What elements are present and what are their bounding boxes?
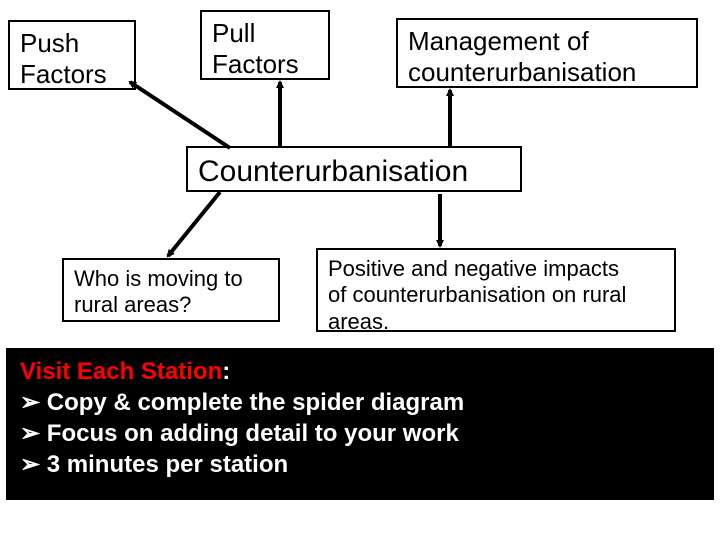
center-text: Counterurbanisation [198, 155, 468, 188]
instructions-line: ➢ 3 minutes per station [20, 450, 700, 479]
instructions-line: ➢ Copy & complete the spider diagram [20, 388, 700, 417]
arrow [168, 192, 220, 256]
instructions-title-lead: Visit Each Station [20, 358, 222, 385]
instructions-panel: Visit Each Station: ➢ Copy & complete th… [6, 348, 714, 500]
instructions-title-tail: : [222, 358, 230, 385]
impacts-box: Positive and negative impactsof counteru… [316, 248, 676, 332]
instructions-title: Visit Each Station: [20, 358, 700, 386]
push-factors-box: PushFactors [8, 20, 136, 90]
center-box: Counterurbanisation [186, 146, 522, 192]
management-box: Management ofcounterurbanisation [396, 18, 698, 88]
management-text: Management ofcounterurbanisation [408, 26, 636, 87]
pull-factors-box: PullFactors [200, 10, 330, 80]
who-moving-box: Who is moving torural areas? [62, 258, 280, 322]
instructions-line: ➢ Focus on adding detail to your work [20, 419, 700, 448]
push-factors-text: PushFactors [20, 28, 107, 89]
who-moving-text: Who is moving torural areas? [74, 266, 243, 317]
impacts-text: Positive and negative impactsof counteru… [328, 256, 626, 334]
instructions-lines: ➢ Copy & complete the spider diagram➢ Fo… [20, 388, 700, 479]
arrow [130, 82, 230, 148]
pull-factors-text: PullFactors [212, 18, 299, 79]
